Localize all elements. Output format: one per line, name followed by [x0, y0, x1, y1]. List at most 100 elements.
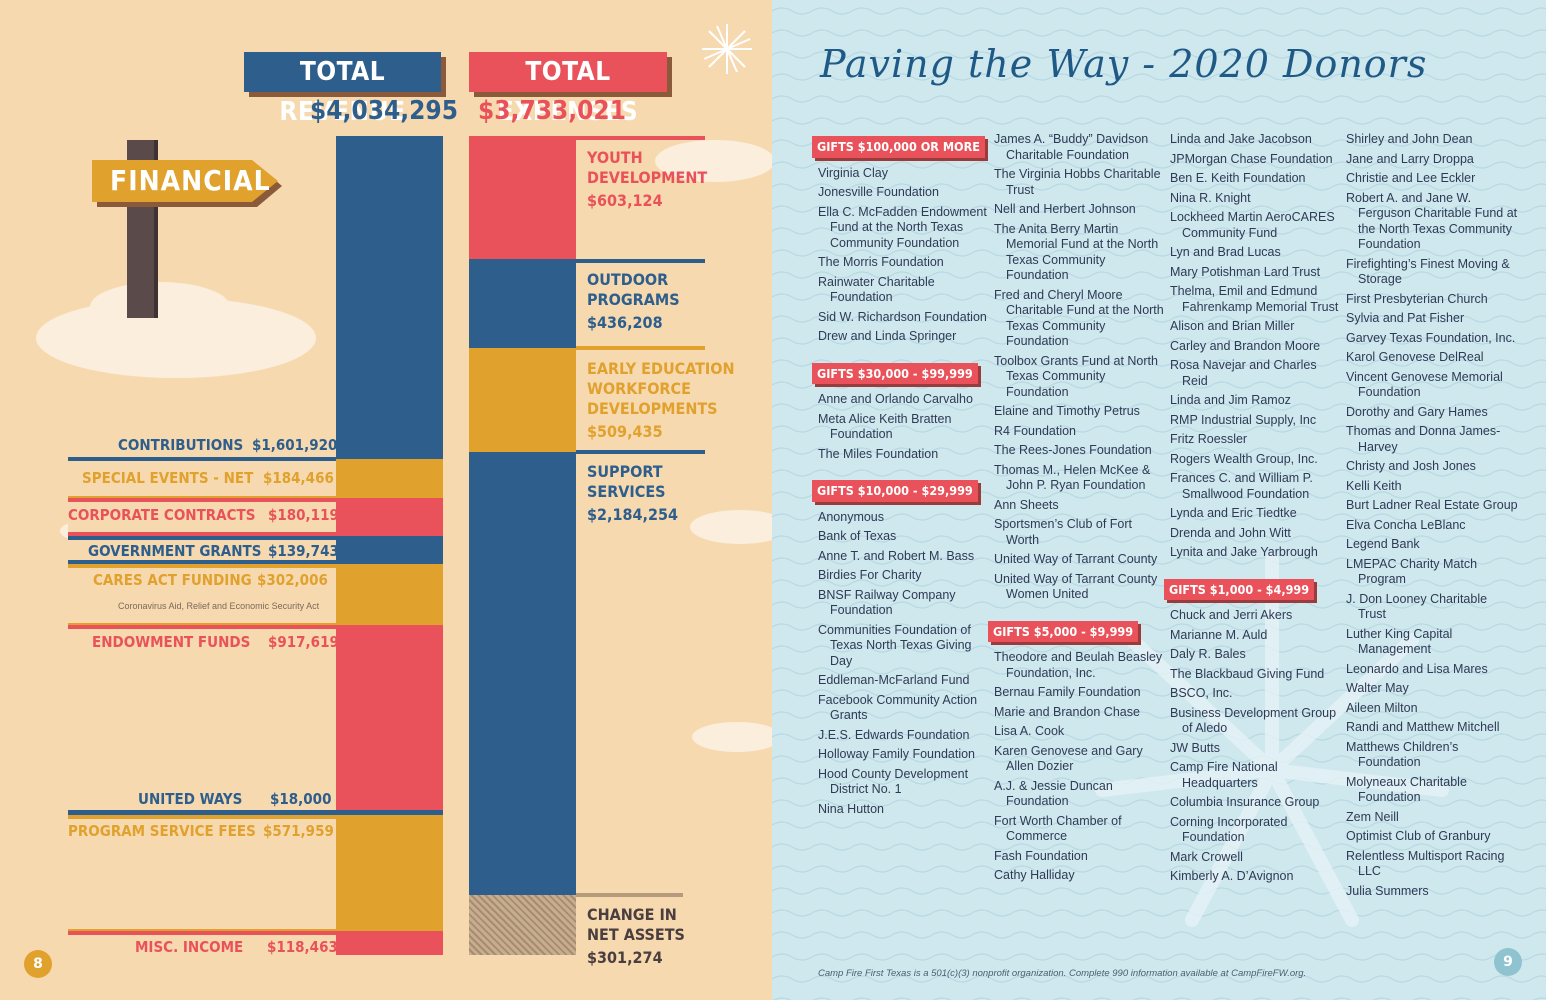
donor-name: First Presbyterian Church — [1346, 291, 1488, 306]
expense-label-line: DEVELOPMENTS — [587, 399, 718, 418]
donor-name: The Morris Foundation — [818, 255, 944, 269]
gift-tier-wrapper: GIFTS $1,000 - $4,999 — [1164, 565, 1342, 609]
expense-segment-net-assets — [469, 895, 576, 955]
expense-divider — [576, 136, 705, 140]
expense-divider — [576, 346, 705, 350]
revenue-segment-program-fees — [336, 815, 443, 931]
revenue-overlay — [68, 568, 336, 623]
donor-name: The Rees-Jones Foundation — [994, 443, 1152, 457]
revenue-value-united-ways: $18,000 — [270, 790, 332, 808]
donor-name: Anne and Orlando Carvalho — [818, 392, 973, 406]
cloud-decoration — [692, 722, 772, 752]
revenue-value-misc-income: $118,463 — [267, 938, 338, 956]
donor-name: Lyn and Brad Lucas — [1170, 245, 1281, 259]
donor-name: Anne T. and Robert M. Bass — [818, 548, 975, 563]
donor-name: Lockheed Martin AeroCARES Community Fund — [1170, 210, 1335, 240]
donor-name: Lynita and Jake Yarbrough — [1170, 545, 1318, 559]
donor-name: Dorothy and Gary Hames — [1346, 404, 1488, 419]
donor-name: Fritz Roessler — [1170, 432, 1248, 446]
donor-name: Columbia Insurance Group — [1170, 795, 1320, 809]
gift-tier-heading: GIFTS $30,000 - $99,999 — [812, 362, 978, 384]
gift-tier-heading: GIFTS $100,000 OR MORE — [812, 136, 985, 158]
expense-label-line: SUPPORT — [587, 462, 663, 481]
donor-name: Facebook Community Action Grants — [818, 692, 978, 723]
donor-name: Sid W. Richardson Foundation — [818, 309, 987, 324]
expense-label-line: OUTDOOR — [587, 270, 669, 289]
revenue-label-cares-act: CARES ACT FUNDING — [93, 571, 252, 589]
donor-name: Lisa A. Cook — [994, 724, 1065, 738]
donor-name: Drenda and John Witt — [1170, 525, 1291, 540]
donor-name: Fort Worth Chamber of Commerce — [994, 813, 1122, 844]
gift-tier-wrapper: GIFTS $30,000 - $99,999 — [812, 349, 990, 393]
revenue-segment-united-ways — [336, 810, 443, 815]
expense-label-line: NET ASSETS — [587, 925, 685, 944]
cloud-decoration — [655, 140, 772, 182]
donor-name: Ella C. McFadden Endowment Fund at the N… — [818, 204, 987, 250]
financial-sign — [92, 160, 282, 207]
donor-name: R4 Foundation — [994, 423, 1077, 438]
donor-name: Hood County Development District No. 1 — [818, 766, 969, 797]
revenue-segment-cares-act — [336, 564, 443, 625]
revenue-overlay — [68, 629, 336, 808]
donor-name: Birdies For Charity — [818, 568, 922, 582]
donor-name: BNSF Railway Company Foundation — [818, 587, 956, 618]
donor-column-4: Shirley and John Dean Jane and Larry Drop… — [1346, 132, 1518, 903]
expense-divider — [576, 893, 683, 897]
donor-name: Rosa Navejar and Charles Reid — [1170, 358, 1317, 388]
expense-segment-outdoor — [469, 259, 576, 348]
financial-sign-label: FINANCIAL — [110, 164, 271, 197]
donor-name: Elaine and Timothy Petrus — [994, 404, 1140, 418]
donor-name: The Blackbaud Giving Fund — [1170, 666, 1325, 681]
donor-name: Bank of Texas — [818, 529, 897, 543]
revenue-band — [68, 625, 336, 629]
revenue-band — [68, 931, 336, 935]
donor-name: Virginia Clay — [818, 165, 888, 180]
donor-name: Frances C. and William P. Smallwood Foun… — [1170, 471, 1313, 501]
donor-name: Nell and Herbert Johnson — [994, 202, 1136, 216]
donor-name: Elva Concha LeBlanc — [1346, 517, 1466, 532]
donor-name: Alison and Brian Miller — [1170, 319, 1295, 333]
donor-name: Christie and Lee Eckler — [1346, 171, 1476, 185]
revenue-segment-corporate-contracts — [336, 498, 443, 536]
donor-name: Luther King Capital Management — [1346, 626, 1453, 657]
revenue-overlay — [68, 502, 336, 532]
expense-segment-support — [469, 452, 576, 895]
total-revenue-header: TOTAL REVENUE — [244, 52, 441, 127]
donor-name: James A. “Buddy” Davidson Charitable Fou… — [994, 132, 1149, 162]
revenue-label-misc-income: MISC. INCOME — [135, 938, 244, 956]
revenue-segment-endowment — [336, 625, 443, 810]
donor-name: Molyneaux Charitable Foundation — [1346, 774, 1467, 805]
donor-name: Burt Ladner Real Estate Group — [1346, 498, 1518, 512]
donor-name: Vincent Genovese Memorial Foundation — [1346, 369, 1503, 400]
expense-label-outdoor: OUTDOOR PROGRAMS $436,208 — [587, 270, 680, 333]
expense-value-youth: $603,124 — [587, 191, 663, 210]
revenue-segment-contributions — [336, 136, 443, 459]
expense-divider — [576, 450, 705, 454]
donor-name: Toolbox Grants Fund at North Texas Commu… — [994, 353, 1158, 399]
donor-name: Lynda and Eric Tiedtke — [1170, 506, 1297, 520]
donor-name: Linda and Jim Ramoz — [1170, 393, 1291, 407]
donor-name: Nina Hutton — [818, 801, 885, 816]
donor-name: The Virginia Hobbs Charitable Trust — [994, 167, 1161, 197]
page-title: Paving the Way - 2020 Donors — [820, 42, 1428, 86]
donor-name: Karen Genovese and Gary Allen Dozier — [994, 743, 1143, 774]
expense-value-outdoor: $436,208 — [587, 313, 663, 332]
donor-column-2: James A. “Buddy” Davidson Charitable Fou… — [988, 132, 1166, 888]
donor-name: Communities Foundation of Texas North Te… — [818, 622, 972, 668]
donor-name: Jonesville Foundation — [818, 185, 939, 199]
donor-name: Carley and Brandon Moore — [1170, 338, 1321, 353]
donor-name: Julia Summers — [1346, 883, 1429, 898]
donor-name: Zem Neill — [1346, 809, 1399, 824]
donor-name: Marie and Brandon Chase — [994, 704, 1140, 719]
revenue-label-corporate-contracts: CORPORATE CONTRACTS — [68, 506, 256, 524]
donor-name: Mary Potishman Lard Trust — [1170, 264, 1321, 279]
gift-tier-wrapper: GIFTS $5,000 - $9,999 — [988, 607, 1166, 651]
donor-name: Randi and Matthew Mitchell — [1346, 720, 1500, 734]
donor-name: Relentless Multisport Racing LLC — [1346, 848, 1505, 879]
donor-name: Bernau Family Foundation — [994, 685, 1141, 699]
donor-name: BSCO, Inc. — [1170, 686, 1233, 700]
donor-name: Daly R. Bales — [1170, 647, 1246, 661]
revenue-overlay — [68, 461, 336, 496]
expense-label-line: SERVICES — [587, 482, 666, 501]
donor-name: Theodore and Beulah Beasley Foundation, … — [994, 650, 1163, 680]
